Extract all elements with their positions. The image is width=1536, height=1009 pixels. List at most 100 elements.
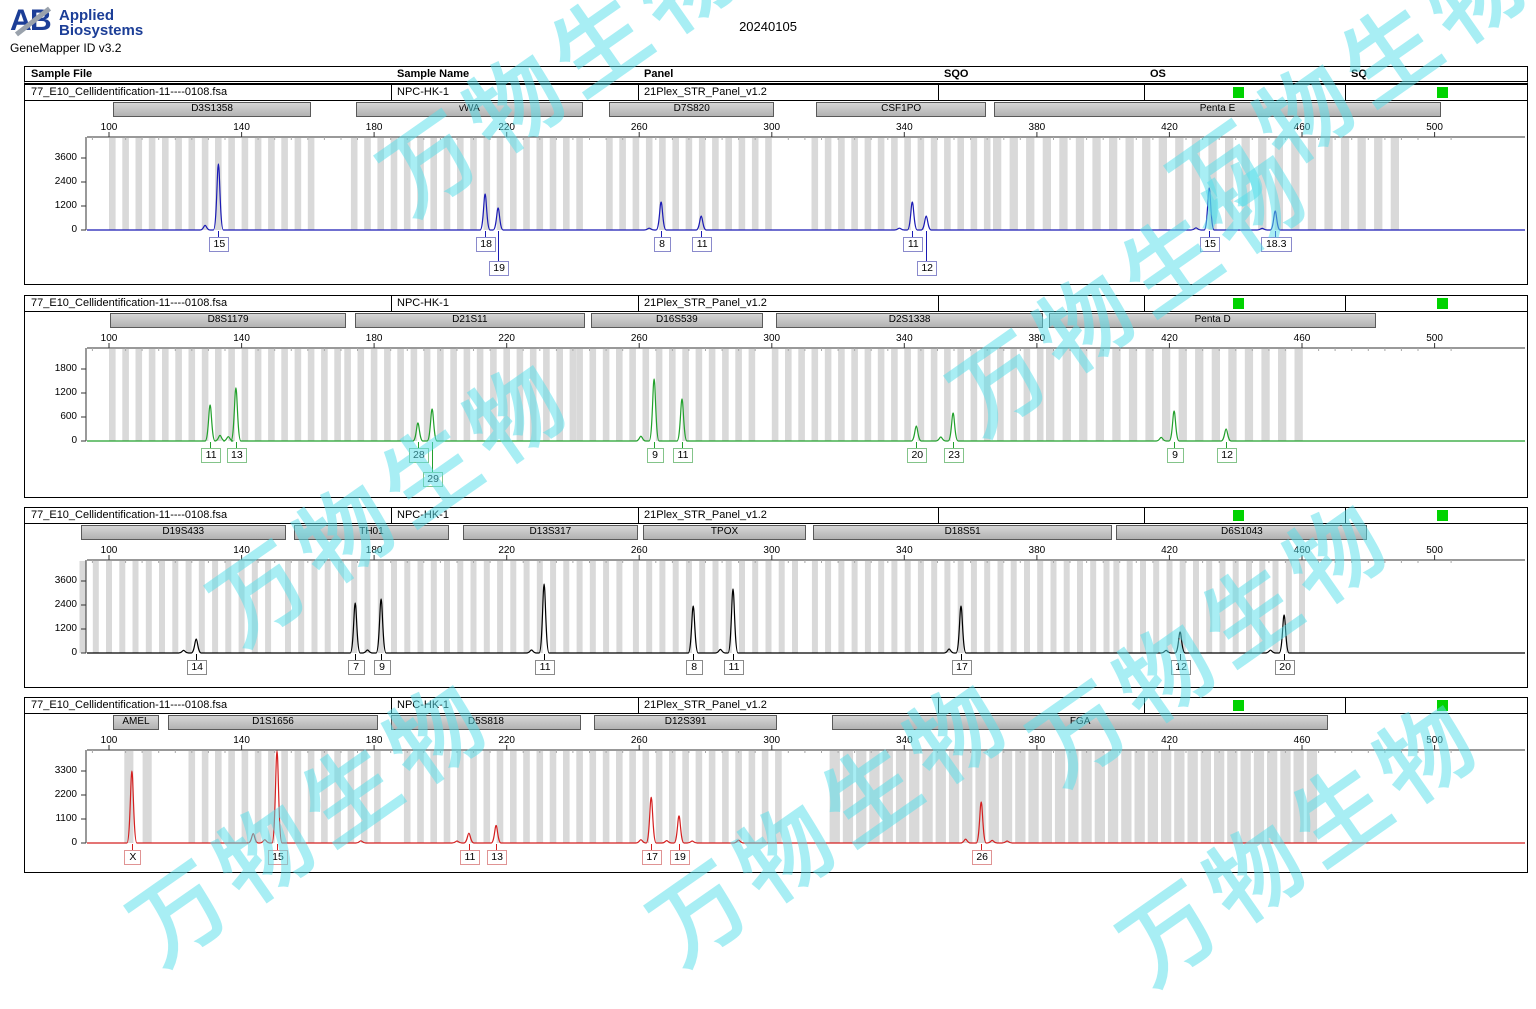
allele-connector — [218, 231, 220, 237]
allele-label[interactable]: 11 — [903, 237, 924, 252]
marker-bar: D12S391 — [594, 715, 778, 730]
column-separator — [638, 296, 639, 311]
allele-label[interactable]: 11 — [724, 660, 744, 675]
bin-stripes — [79, 561, 1305, 653]
x-axis-tick-label: 180 — [365, 545, 383, 556]
trace-path — [87, 583, 1525, 654]
allele-label[interactable]: 9 — [1166, 448, 1184, 463]
allele-connector — [1226, 442, 1228, 448]
sq-pass-indicator — [1437, 700, 1448, 711]
y-axis-tick-label: 1200 — [54, 200, 77, 211]
sample-row[interactable]: 77_E10_Cellidentification-11----0108.fsa… — [25, 698, 1527, 714]
allele-label[interactable]: 12 — [1171, 660, 1192, 675]
allele-label[interactable]: 9 — [646, 448, 664, 463]
allele-label[interactable]: 7 — [347, 660, 365, 675]
x-axis-tick-label: 340 — [895, 735, 913, 746]
x-axis-tick-label: 300 — [763, 545, 781, 556]
allele-connector — [235, 442, 237, 448]
allele-label[interactable]: 8 — [685, 660, 703, 675]
y-axis-tick-label: 0 — [71, 647, 77, 658]
sample-file-cell: 77_E10_Cellidentification-11----0108.fsa — [31, 509, 228, 521]
os-pass-indicator — [1233, 510, 1244, 521]
col-panel: Panel — [644, 68, 674, 80]
x-axis-tick-label: 500 — [1426, 122, 1443, 133]
x-axis-tick-label: 260 — [630, 122, 648, 133]
allele-connector — [1284, 654, 1286, 660]
allele-label[interactable]: 19 — [670, 850, 690, 865]
column-separator — [638, 85, 639, 100]
sample-name-cell: NPC-HK-1 — [397, 699, 449, 711]
allele-connector — [733, 654, 734, 660]
sample-row[interactable]: 77_E10_Cellidentification-11----0108.fsa… — [25, 296, 1527, 312]
marker-bar: D7S820 — [609, 102, 775, 117]
allele-label[interactable]: 11 — [201, 448, 222, 463]
bin-stripes — [109, 349, 1303, 441]
y-axis — [81, 348, 87, 442]
allele-label[interactable]: 12 — [1217, 448, 1238, 463]
x-axis-tick-label: 380 — [1028, 122, 1046, 133]
sample-name-cell: NPC-HK-1 — [397, 86, 449, 98]
column-separator — [1144, 296, 1145, 311]
y-axis-tick-label: 1800 — [54, 363, 77, 374]
x-axis-tick-label: 220 — [498, 735, 515, 746]
allele-label[interactable]: 8 — [653, 237, 671, 252]
allele-label[interactable]: 20 — [1275, 660, 1296, 675]
allele-connector — [131, 844, 133, 850]
allele-label[interactable]: 20 — [907, 448, 928, 463]
allele-label[interactable]: 11 — [535, 660, 556, 675]
allele-label[interactable]: 11 — [673, 448, 693, 463]
marker-bar: AMEL — [112, 715, 160, 730]
allele-connector — [544, 654, 546, 660]
allele-label[interactable]: 13 — [487, 850, 508, 865]
report-date: 20240105 — [739, 19, 797, 34]
x-axis-tick-label: 460 — [1293, 333, 1311, 344]
x-axis-tick-label: 100 — [100, 735, 118, 746]
x-axis-tick-label: 100 — [100, 545, 118, 556]
allele-label[interactable]: 23 — [944, 448, 965, 463]
allele-connector — [417, 442, 419, 448]
x-axis-tick-label: 140 — [233, 122, 250, 133]
allele-connector — [701, 231, 703, 237]
allele-label[interactable]: 28 — [408, 448, 429, 463]
y-axis-tick-label: 2400 — [54, 599, 77, 610]
marker-bar: TPOX — [642, 525, 807, 540]
sample-name-cell: NPC-HK-1 — [397, 297, 449, 309]
column-separator — [1345, 85, 1346, 100]
allele-label[interactable]: 11 — [459, 850, 480, 865]
x-axis — [87, 555, 1525, 563]
allele-label[interactable]: 13 — [226, 448, 247, 463]
allele-connector — [196, 654, 198, 660]
allele-connector — [654, 442, 656, 448]
allele-label[interactable]: 29 — [423, 472, 444, 487]
sample-file-cell: 77_E10_Cellidentification-11----0108.fsa — [31, 297, 228, 309]
allele-label[interactable]: 9 — [373, 660, 391, 675]
electropherogram-panel: 77_E10_Cellidentification-11----0108.fsa… — [24, 507, 1528, 688]
allele-label[interactable]: 18 — [476, 237, 497, 252]
marker-bar: D1S1656 — [167, 715, 379, 730]
column-separator — [638, 508, 639, 523]
x-axis-tick-label: 260 — [630, 333, 648, 344]
y-axis-tick-label: 600 — [60, 411, 77, 422]
allele-label[interactable]: 15 — [1200, 237, 1221, 252]
allele-label[interactable]: 12 — [917, 261, 938, 276]
allele-label[interactable]: 11 — [692, 237, 713, 252]
allele-label[interactable]: 19 — [489, 261, 510, 276]
x-axis-tick-label: 100 — [100, 333, 118, 344]
marker-bar: D3S1358 — [112, 102, 312, 117]
allele-label[interactable]: X — [124, 850, 142, 865]
marker-bar: D13S317 — [462, 525, 638, 540]
allele-label[interactable]: 17 — [642, 850, 663, 865]
allele-label[interactable]: 17 — [952, 660, 972, 675]
allele-label[interactable]: 14 — [187, 660, 208, 675]
allele-label[interactable]: 26 — [972, 850, 993, 865]
x-axis-tick-label: 220 — [498, 545, 515, 556]
allele-connector — [381, 654, 383, 660]
allele-label[interactable]: 15 — [209, 237, 230, 252]
sample-row[interactable]: 77_E10_Cellidentification-11----0108.fsa… — [25, 508, 1527, 524]
allele-connector — [981, 844, 983, 850]
bin-stripes — [124, 751, 1318, 843]
allele-connector — [651, 844, 653, 850]
allele-label[interactable]: 15 — [268, 850, 288, 865]
sample-row[interactable]: 77_E10_Cellidentification-11----0108.fsa… — [25, 85, 1527, 101]
allele-label[interactable]: 18.3 — [1260, 237, 1292, 252]
